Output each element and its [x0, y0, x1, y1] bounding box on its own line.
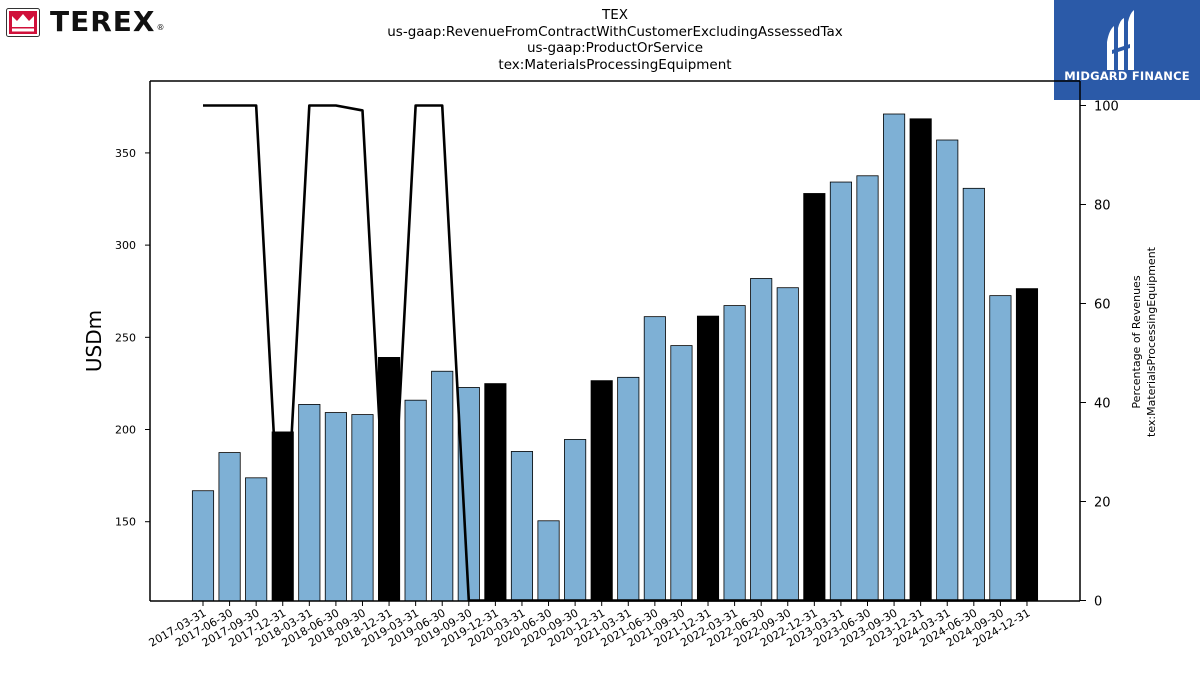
title-line-axis: us-gaap:ProductOrService: [526, 40, 704, 56]
bar-2023-03-31: [829, 181, 852, 602]
registered-mark: ®: [156, 23, 165, 32]
brand-name: MIDGARD FINANCE: [1064, 69, 1190, 83]
bar-2024-06-30: [962, 187, 985, 602]
bar-2018-06-30: [324, 412, 347, 602]
y2-tick-label-100: 100: [1094, 100, 1119, 115]
bar-2024-03-31: [936, 139, 959, 602]
bar-2022-09-30: [776, 287, 799, 602]
bar-2020-03-31: [510, 451, 534, 602]
bar-2019-03-31: [404, 399, 427, 602]
y2-axis-title-line-2: tex:MaterialsProcessingEquipment: [1145, 246, 1158, 437]
bar-2021-09-30: [670, 345, 693, 602]
y2-axis-title-line-1: Percentage of Revenues: [1130, 275, 1143, 408]
title-line-member: tex:MaterialsProcessingEquipment: [498, 56, 732, 73]
bar-2021-06-30: [643, 316, 666, 602]
bar-2024-09-30: [989, 295, 1012, 602]
y-axis-title: USDm: [82, 310, 106, 372]
title-line-ticker: TEX: [601, 7, 629, 23]
y2-tick-label-0: 0: [1094, 595, 1102, 610]
y-tick-label-200: 200: [115, 424, 136, 437]
bar-2019-12-31: [484, 383, 507, 602]
bar-2017-03-31: [191, 490, 215, 602]
bar-2018-03-31: [298, 404, 321, 602]
bar-2021-03-31: [617, 376, 640, 602]
bar-2024-12-31: [1015, 288, 1039, 602]
midgard-finance-logo: MIDGARD FINANCE: [1054, 0, 1200, 100]
bar-2020-06-30: [537, 520, 560, 602]
bar-2023-06-30: [856, 175, 879, 602]
midgard-emblem-icon: [1107, 10, 1134, 70]
y2-tick-label-60: 60: [1094, 298, 1111, 313]
bar-2023-09-30: [883, 113, 906, 602]
bar-2021-12-31: [696, 315, 720, 602]
title-line-concept: us-gaap:RevenueFromContractWithCustomerE…: [387, 23, 843, 40]
bar-2022-06-30: [750, 278, 773, 602]
logo-wordmark: TEREX: [50, 5, 156, 38]
bar-2023-12-31: [909, 118, 932, 602]
bar-2017-09-30: [245, 477, 268, 602]
bar-2022-03-31: [723, 305, 746, 602]
bars-layer: [191, 113, 1039, 602]
chart-title: TEX us-gaap:RevenueFromContractWithCusto…: [300, 7, 930, 73]
bar-2018-09-30: [351, 414, 374, 602]
bar-2019-06-30: [431, 370, 454, 602]
y-tick-label-300: 300: [115, 239, 136, 252]
y2-tick-label-20: 20: [1094, 496, 1111, 511]
bar-2019-09-30: [457, 387, 480, 602]
y-tick-label-150: 150: [115, 516, 136, 529]
y-tick-label-350: 350: [115, 147, 136, 160]
y2-tick-label-80: 80: [1094, 199, 1111, 214]
bar-2020-12-31: [590, 380, 613, 602]
bar-2017-06-30: [218, 452, 241, 602]
y-tick-label-250: 250: [115, 331, 136, 344]
y2-tick-label-40: 40: [1094, 397, 1111, 412]
axes-layer: [145, 80, 1086, 606]
terex-logo: TEREX ®: [6, 6, 206, 38]
bar-2020-09-30: [564, 439, 587, 602]
bar-2022-12-31: [803, 193, 826, 602]
terex-crown-icon: [6, 7, 40, 37]
